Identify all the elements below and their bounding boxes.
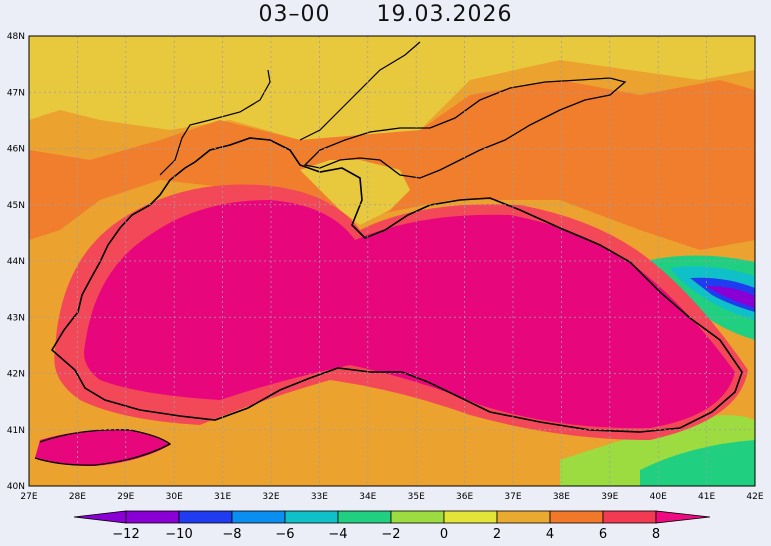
lon-tick: 39E xyxy=(601,492,618,502)
cold-north-zone xyxy=(29,36,755,150)
colorbar-label: −4 xyxy=(328,527,347,542)
lon-tick: 41E xyxy=(698,492,715,502)
lon-tick: 30E xyxy=(166,492,183,502)
colorbar-segment xyxy=(390,510,445,524)
lon-tick: 27E xyxy=(20,492,37,502)
lon-tick: 42E xyxy=(746,492,763,502)
colorbar-label: 2 xyxy=(493,527,501,542)
lon-tick: 37E xyxy=(504,492,521,502)
black-sea-coastline xyxy=(50,137,743,433)
colorbar-label: −2 xyxy=(381,527,400,542)
lon-tick: 32E xyxy=(262,492,279,502)
colorbar-segment xyxy=(443,510,498,524)
forecast-date: 19.03.2026 xyxy=(376,2,513,27)
colorbar-label: −12 xyxy=(112,527,139,542)
lat-tick: 48N xyxy=(7,32,25,42)
lat-tick: 41N xyxy=(7,426,25,436)
map-field xyxy=(29,36,755,486)
marmara-coastline xyxy=(34,429,172,466)
river-lines xyxy=(159,41,421,176)
lon-tick: 36E xyxy=(456,492,473,502)
lon-tick: 34E xyxy=(359,492,376,502)
colorbar-segment xyxy=(178,510,233,524)
colorbar-segment xyxy=(549,510,604,524)
lat-tick: 47N xyxy=(7,88,25,98)
lat-tick: 42N xyxy=(7,370,25,380)
lon-tick: 33E xyxy=(311,492,328,502)
lon-tick: 40E xyxy=(650,492,667,502)
graticule xyxy=(29,36,755,486)
crimea-cool xyxy=(300,160,410,225)
colorbar-segment xyxy=(602,510,657,524)
lon-axis: 27E 28E 29E 30E 31E 32E 33E 34E 35E 36E … xyxy=(20,492,763,502)
color-bar: −12 −10 −8 −6 −4 −2 0 2 4 6 8 xyxy=(73,510,711,542)
azov-coastline xyxy=(303,77,627,179)
lon-tick: 38E xyxy=(553,492,570,502)
colorbar-label: −8 xyxy=(222,527,241,542)
lat-tick: 43N xyxy=(7,313,25,323)
colorbar-left-arrow xyxy=(73,510,127,524)
colorbar-label: −6 xyxy=(275,527,294,542)
cold-southeast-2 xyxy=(640,440,755,486)
colorbar-label: −10 xyxy=(165,527,192,542)
lat-tick: 45N xyxy=(7,201,25,211)
colorbar-segment xyxy=(125,510,180,524)
colorbar-label: 6 xyxy=(599,527,607,542)
colorbar-segment xyxy=(284,510,339,524)
cold-east-4 xyxy=(705,286,755,308)
lon-tick: 28E xyxy=(69,492,86,502)
map-title: 03–00 19.03.2026 xyxy=(0,2,771,27)
colorbar-label: 4 xyxy=(546,527,554,542)
lon-tick: 29E xyxy=(117,492,134,502)
lat-tick: 44N xyxy=(7,257,25,267)
colorbar-segment xyxy=(231,510,286,524)
map-frame xyxy=(28,35,756,487)
colorbar-right-arrow xyxy=(655,510,711,524)
lat-tick: 40N xyxy=(7,482,25,492)
warm-band xyxy=(29,80,755,250)
colorbar-label: 0 xyxy=(440,527,448,542)
lat-axis: 48N 47N 46N 45N 44N 43N 42N 41N 40N xyxy=(7,32,25,492)
colorbar-segment xyxy=(337,510,392,524)
colorbar-segment xyxy=(496,510,551,524)
lon-tick: 31E xyxy=(214,492,231,502)
forecast-time: 03–00 xyxy=(258,2,331,27)
lat-tick: 46N xyxy=(7,145,25,155)
colorbar-label: 8 xyxy=(652,527,660,542)
lon-tick: 35E xyxy=(408,492,425,502)
black-sea xyxy=(84,200,735,429)
